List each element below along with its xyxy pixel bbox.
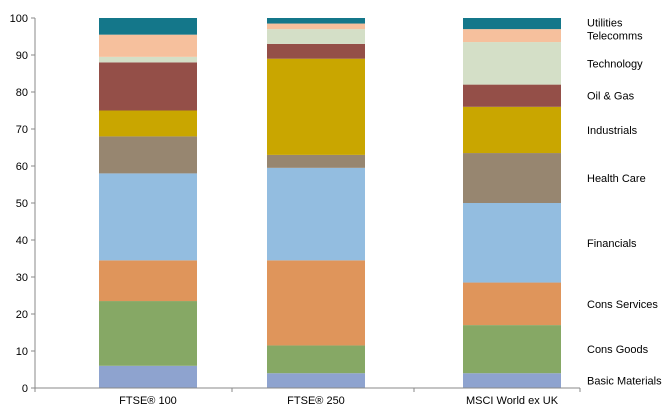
bars-layer — [99, 18, 561, 388]
bar-segment — [267, 345, 365, 374]
bar-segment — [99, 301, 197, 366]
legend-entry-label: Telecomms — [587, 31, 643, 43]
bar-segment — [463, 373, 561, 388]
bar-segment — [99, 34, 197, 57]
bar-segment — [267, 154, 365, 168]
legend-entry-label: Health Care — [587, 173, 646, 185]
bar-segment — [463, 153, 561, 203]
bar-segment — [267, 58, 365, 155]
bar-segment — [463, 84, 561, 107]
bar-segment — [463, 325, 561, 374]
y-tick-label: 60 — [16, 161, 28, 173]
bar-segment — [99, 110, 197, 137]
legend-layer: Basic Materials Cons Goods Cons Services Fi… — [587, 18, 662, 388]
bar-segment — [267, 29, 365, 44]
x-tick-label: FTSE® 100 — [119, 395, 177, 407]
y-tick-label: 80 — [16, 87, 28, 99]
bar-segment — [463, 42, 561, 85]
bar-segment — [463, 29, 561, 43]
bar-segment — [99, 62, 197, 111]
bar-segment — [267, 260, 365, 346]
y-tick-label: 20 — [16, 309, 28, 321]
legend-entry-label: Cons Goods — [587, 344, 649, 356]
axes-layer: FTSE® 100 FTSE® 250 MSCI World ex UK 0 10 20 3… — [10, 13, 581, 407]
y-tick-label: 40 — [16, 235, 28, 247]
legend-entry-label: Utilities — [587, 18, 623, 30]
legend-entry-label: Industrials — [587, 125, 638, 137]
bar-segment — [267, 18, 365, 24]
bar-segment — [267, 167, 365, 261]
legend-entry-label: Financials — [587, 238, 637, 250]
legend-entry-label: Cons Services — [587, 299, 658, 311]
bar-segment — [99, 18, 197, 35]
legend-entry-label: Oil & Gas — [587, 91, 635, 103]
bar-segment — [99, 365, 197, 388]
bar-segment — [463, 282, 561, 326]
x-tick-label: MSCI World ex UK — [466, 395, 559, 407]
bar-segment — [463, 106, 561, 154]
legend-entry-label: Technology — [587, 58, 643, 70]
bar-segment — [99, 136, 197, 174]
bar-segment — [99, 260, 197, 302]
bar-segment — [99, 56, 197, 63]
bar-segment — [267, 23, 365, 30]
legend-entry-label: Basic Materials — [587, 376, 662, 388]
bar-segment — [463, 18, 561, 30]
bar-segment — [267, 373, 365, 388]
y-tick-label: 0 — [22, 383, 28, 395]
y-tick-label: 10 — [16, 346, 28, 358]
y-tick-label: 50 — [16, 198, 28, 210]
y-tick-label: 100 — [10, 13, 28, 25]
bar-segment — [463, 203, 561, 283]
y-tick-label: 70 — [16, 124, 28, 136]
bar-segment — [267, 43, 365, 59]
x-tick-label: FTSE® 250 — [287, 395, 345, 407]
y-tick-label: 30 — [16, 272, 28, 284]
bar-segment — [99, 173, 197, 261]
y-tick-label: 90 — [16, 50, 28, 62]
